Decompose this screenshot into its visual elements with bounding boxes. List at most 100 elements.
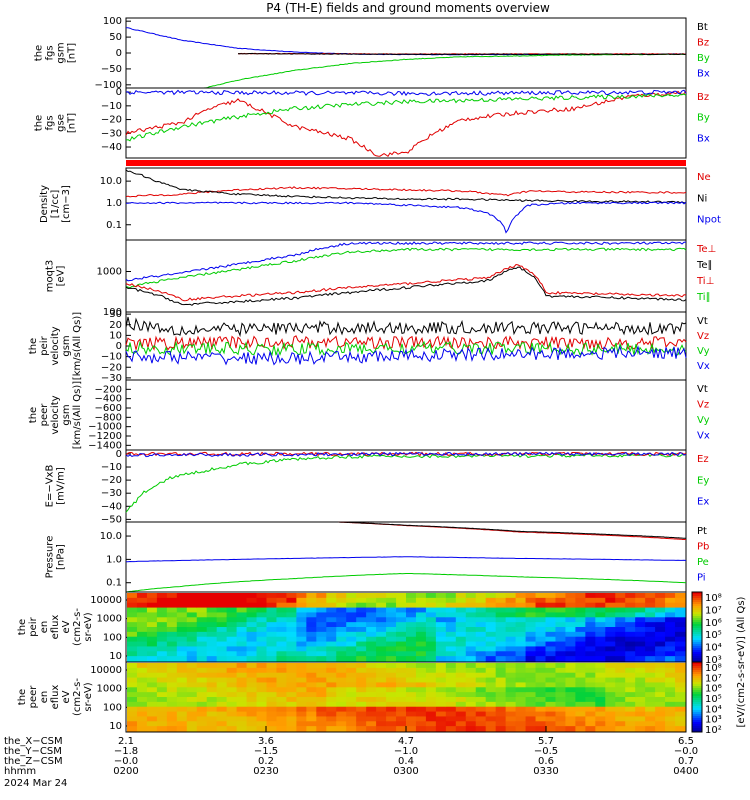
spectrogram-cell [515, 692, 527, 698]
spectrogram-cell [485, 682, 497, 688]
spectrogram-cell [455, 682, 467, 688]
spectrogram-cell [465, 607, 477, 614]
spectrogram-cell [625, 726, 636, 732]
spectrogram-cell [216, 726, 228, 732]
ytick-label: −30 [101, 488, 122, 499]
spectrogram-cell [545, 716, 557, 722]
spectrogram-cell [366, 593, 377, 599]
spectrogram-cell [306, 602, 317, 609]
ytick-label: −50 [101, 514, 122, 525]
spectrogram-cell [376, 593, 387, 599]
spectrogram-cell [127, 672, 138, 679]
spectrogram-cell [306, 627, 317, 633]
spectrogram-cell [226, 716, 238, 722]
ylabel-line: eV [61, 620, 72, 633]
spectrogram-cell [236, 667, 248, 674]
spectrogram-cell [146, 716, 158, 722]
spectrogram-cell [166, 687, 178, 693]
spectrogram-cell [127, 726, 138, 732]
spectrogram-cell [396, 622, 407, 628]
spectrogram-cell [445, 636, 457, 643]
colorbar-cell [692, 708, 702, 711]
spectrogram-cell [336, 597, 347, 604]
spectrogram-cell [445, 602, 457, 609]
spectrogram-cell [206, 607, 218, 614]
spectrogram-cell [655, 651, 666, 657]
spectrogram-cell [406, 721, 417, 727]
spectrogram-cell [605, 612, 616, 618]
spectrogram-cell [435, 682, 447, 688]
spectrogram-cell [415, 692, 427, 698]
spectrogram-cell [156, 607, 168, 614]
spectrogram-cell [595, 636, 606, 643]
spectrogram-cell [535, 646, 547, 652]
spectrogram-cell [465, 631, 477, 638]
legend-ez: Ez [697, 454, 709, 465]
spectrogram-cell [196, 622, 208, 628]
spectrogram-cell [515, 667, 527, 674]
spectrogram-cell [206, 627, 218, 633]
spectrogram-cell [575, 706, 586, 713]
series-ni [125, 169, 687, 204]
ytick-label: −400 [95, 394, 122, 405]
spectrogram-cell [346, 692, 357, 698]
spectrogram-cell [376, 716, 387, 722]
ylabel-line: the [28, 407, 39, 423]
spectrogram-cell [415, 627, 427, 633]
spectrogram-cell [645, 711, 656, 718]
spectrogram-cell [136, 716, 148, 722]
spectrogram-cell [386, 617, 397, 623]
spectrogram-cell [675, 701, 686, 708]
spectrogram-cell [465, 651, 477, 657]
spectrogram-cell [316, 701, 327, 708]
spectrogram-cell [525, 711, 537, 718]
spectrogram-cell [156, 641, 168, 648]
spectrogram-cell [266, 692, 278, 698]
spectrogram-cell [415, 656, 427, 662]
spectrogram-cell [575, 716, 586, 722]
legend-vy: Vy [697, 415, 710, 426]
spectrogram-cell [445, 716, 457, 722]
spectrogram-cell [415, 677, 427, 684]
spectrogram-cell [415, 636, 427, 643]
spectrogram-cell [585, 692, 596, 698]
spectrogram-cell [635, 602, 646, 609]
spectrogram-cell [366, 607, 377, 614]
spectrogram-cell [625, 646, 636, 652]
spectrogram-cell [485, 631, 497, 638]
spectrogram-cell [276, 631, 288, 638]
spectrogram-cell [455, 711, 467, 718]
spectrogram-cell [675, 706, 686, 713]
spectrogram-cell [595, 682, 606, 688]
spectrogram-cell [555, 682, 567, 688]
spectrogram-cell [326, 687, 337, 693]
ylabel-line: peer [28, 685, 39, 709]
spectrogram-cell [535, 617, 547, 623]
spectrogram-cell [316, 656, 327, 662]
ytick-label: 10000 [90, 665, 122, 676]
spectrogram-cell [565, 692, 576, 698]
spectrogram-cell [316, 641, 327, 648]
ytick-label: 100 [103, 702, 122, 713]
spectrogram-cell [366, 597, 377, 604]
spectrogram-cell [226, 622, 238, 628]
spectrogram-cell [376, 602, 387, 609]
spectrogram-cell [276, 716, 288, 722]
spectrogram-cell [266, 656, 278, 662]
spectrogram-cell [196, 677, 208, 684]
spectrogram-cell [615, 622, 626, 628]
spectrogram-cell [156, 706, 168, 713]
spectrogram-cell [635, 612, 646, 618]
spectrogram-cell [196, 697, 208, 703]
spectrogram-cell [136, 612, 148, 618]
colorbar-cell [692, 674, 702, 677]
spectrogram-cell [216, 612, 228, 618]
spectrogram-cell [127, 682, 138, 688]
spectrogram-cell [196, 607, 208, 614]
colorbar-cell [692, 592, 702, 595]
spectrogram-cell [376, 656, 387, 662]
spectrogram-cell [127, 597, 138, 604]
spectrogram-cell [425, 622, 437, 628]
spectrogram-cell [415, 701, 427, 708]
spectrogram-cell [146, 636, 158, 643]
